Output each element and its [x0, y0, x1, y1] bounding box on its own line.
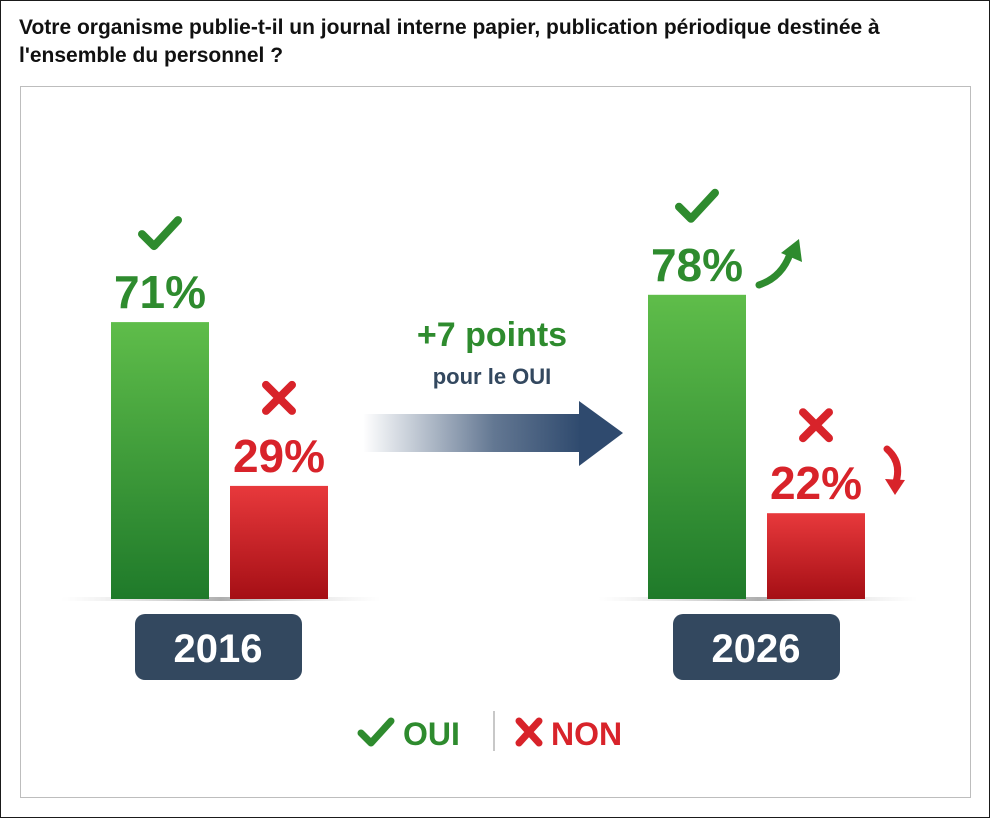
trend-up-icon — [755, 239, 802, 289]
bar-non-2026 — [767, 513, 865, 599]
floor-shadow-2016 — [61, 597, 381, 601]
annotation-main: +7 points — [417, 316, 567, 354]
value-label-oui-2026: 78% — [651, 239, 743, 291]
annotation-sub: pour le OUI — [433, 364, 552, 389]
value-label-non-2016: 29% — [233, 430, 325, 482]
legend: OUI NON — [357, 711, 622, 752]
chart-svg: 71% 29% 78% 22% +7 points pour le OUI 20… — [61, 188, 918, 752]
question-title: Votre organisme publie-t-il un journal i… — [19, 16, 880, 67]
floor-shadow-2026 — [598, 597, 918, 601]
bar-oui-2016 — [111, 322, 209, 599]
year-label-2026: 2026 — [712, 627, 801, 671]
legend-divider — [493, 711, 495, 751]
cross-icon — [799, 408, 833, 443]
check-icon — [675, 188, 719, 223]
year-badge-2016 — [135, 614, 302, 680]
legend-cross-icon — [515, 717, 543, 747]
legend-label-oui: OUI — [403, 716, 460, 752]
value-label-oui-2016: 71% — [114, 266, 206, 318]
trend-down-icon — [883, 445, 905, 495]
value-label-non-2026: 22% — [770, 457, 862, 509]
year-label-2016: 2016 — [174, 627, 263, 671]
chart-container: 71% 29% 78% 22% +7 points pour le OUI 20… — [20, 86, 971, 798]
check-icon — [138, 216, 182, 251]
evolution-arrow-icon — [363, 401, 623, 466]
bar-non-2016 — [230, 485, 328, 599]
bar-oui-2026 — [648, 294, 746, 599]
cross-icon — [262, 380, 296, 415]
legend-check-icon — [357, 717, 395, 747]
year-badge-2026 — [673, 614, 840, 680]
legend-label-non: NON — [551, 716, 622, 752]
